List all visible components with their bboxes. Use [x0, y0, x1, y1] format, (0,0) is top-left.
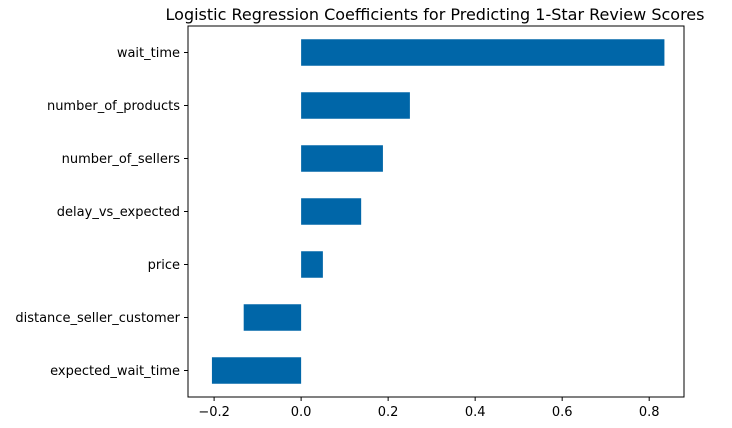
bar-number-of-sellers — [301, 145, 383, 172]
bar-expected-wait-time — [211, 357, 302, 384]
bar-number-of-products — [301, 92, 410, 119]
bars-group — [211, 39, 665, 384]
bar-delay-vs-expected — [301, 198, 362, 225]
x-tick-label: −0.2 — [198, 405, 230, 420]
y-axis-ticks: wait_time number_of_products number_of_sel… — [15, 46, 188, 379]
x-tick-label: 0.0 — [291, 405, 312, 420]
bar-price — [301, 251, 323, 278]
y-tick-label-distance-seller-customer: distance_seller_customer — [15, 311, 180, 326]
x-tick-label: 0.6 — [552, 405, 573, 420]
x-tick-label: 0.8 — [639, 405, 660, 420]
y-tick-label-number-of-sellers: number_of_sellers — [62, 152, 181, 167]
y-tick-label-delay-vs-expected: delay_vs_expected — [57, 205, 180, 220]
bar-wait-time — [301, 39, 665, 66]
y-tick-label-price: price — [148, 258, 180, 273]
chart-title: Logistic Regression Coefficients for Pre… — [166, 5, 705, 24]
x-axis-ticks: −0.2 0.0 0.2 0.4 0.6 0.8 — [198, 397, 660, 420]
y-tick-label-expected-wait-time: expected_wait_time — [50, 364, 180, 379]
y-tick-label-number-of-products: number_of_products — [47, 99, 180, 114]
x-tick-label: 0.2 — [378, 405, 399, 420]
x-tick-label: 0.4 — [465, 405, 486, 420]
plot-frame — [187, 25, 685, 398]
bar-distance-seller-customer — [243, 304, 302, 331]
y-tick-label-wait-time: wait_time — [117, 46, 180, 61]
